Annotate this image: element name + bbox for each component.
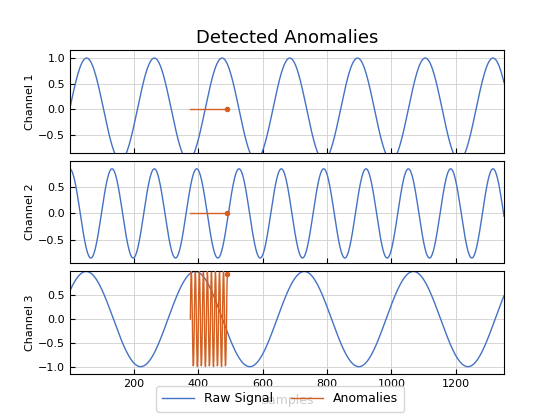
- Anomalies: [217, 211, 224, 216]
- Anomalies: [215, 211, 222, 216]
- Anomalies: [187, 317, 194, 322]
- Anomalies: [218, 107, 225, 112]
- Raw Signal: [78, 270, 85, 276]
- Anomalies: [187, 107, 194, 112]
- Raw Signal: [391, 295, 398, 300]
- Raw Signal: [412, 75, 419, 80]
- Y-axis label: Channel 2: Channel 2: [25, 184, 35, 240]
- Anomalies: [222, 211, 228, 216]
- Raw Signal: [391, 156, 398, 161]
- Raw Signal: [217, 251, 224, 256]
- Anomalies: [222, 353, 228, 358]
- Raw Signal: [410, 269, 417, 274]
- Anomalies: [199, 107, 206, 112]
- Anomalies: [218, 211, 225, 216]
- Raw Signal: [391, 233, 398, 238]
- Raw Signal: [363, 166, 370, 171]
- Raw Signal: [501, 214, 507, 219]
- Line: Anomalies: Anomalies: [190, 272, 227, 367]
- Anomalies: [222, 107, 228, 112]
- Raw Signal: [67, 105, 73, 110]
- Legend: Raw Signal, Anomalies: Raw Signal, Anomalies: [156, 386, 404, 412]
- Raw Signal: [501, 293, 507, 298]
- Raw Signal: [151, 55, 158, 60]
- Raw Signal: [469, 255, 475, 260]
- Raw Signal: [67, 288, 73, 293]
- Anomalies: [212, 273, 219, 278]
- Anomalies: [212, 107, 218, 112]
- Anomalies: [212, 269, 219, 274]
- Anomalies: [221, 211, 228, 216]
- Raw Signal: [412, 269, 419, 274]
- Anomalies: [224, 107, 231, 112]
- Raw Signal: [218, 56, 225, 61]
- Raw Signal: [218, 314, 225, 319]
- Anomalies: [209, 211, 216, 216]
- Raw Signal: [67, 166, 73, 171]
- Y-axis label: Channel 3: Channel 3: [25, 294, 35, 351]
- Anomalies: [217, 107, 224, 112]
- Anomalies: [187, 211, 194, 216]
- Raw Signal: [78, 61, 85, 66]
- Anomalies: [221, 107, 228, 112]
- Raw Signal: [78, 220, 85, 225]
- Anomalies: [218, 357, 225, 362]
- Raw Signal: [412, 188, 418, 193]
- Raw Signal: [137, 364, 144, 369]
- Raw Signal: [171, 123, 178, 129]
- Line: Raw Signal: Raw Signal: [70, 169, 504, 258]
- Anomalies: [210, 360, 217, 365]
- Anomalies: [199, 284, 206, 289]
- Raw Signal: [218, 55, 225, 60]
- Anomalies: [202, 364, 209, 369]
- Anomalies: [217, 344, 224, 349]
- Raw Signal: [218, 313, 225, 318]
- Raw Signal: [171, 255, 178, 260]
- Anomalies: [224, 271, 231, 276]
- Y-axis label: Channel 1: Channel 1: [25, 74, 35, 130]
- Anomalies: [224, 211, 231, 216]
- Line: Raw Signal: Raw Signal: [70, 271, 504, 367]
- Anomalies: [199, 211, 206, 216]
- Anomalies: [212, 211, 218, 216]
- Title: Detected Anomalies: Detected Anomalies: [196, 29, 378, 47]
- Raw Signal: [171, 298, 178, 303]
- Line: Raw Signal: Raw Signal: [70, 58, 504, 160]
- Anomalies: [215, 107, 222, 112]
- Raw Signal: [388, 158, 395, 163]
- Anomalies: [209, 107, 216, 112]
- Raw Signal: [501, 80, 507, 85]
- Raw Signal: [218, 250, 225, 255]
- X-axis label: Samples: Samples: [260, 394, 314, 407]
